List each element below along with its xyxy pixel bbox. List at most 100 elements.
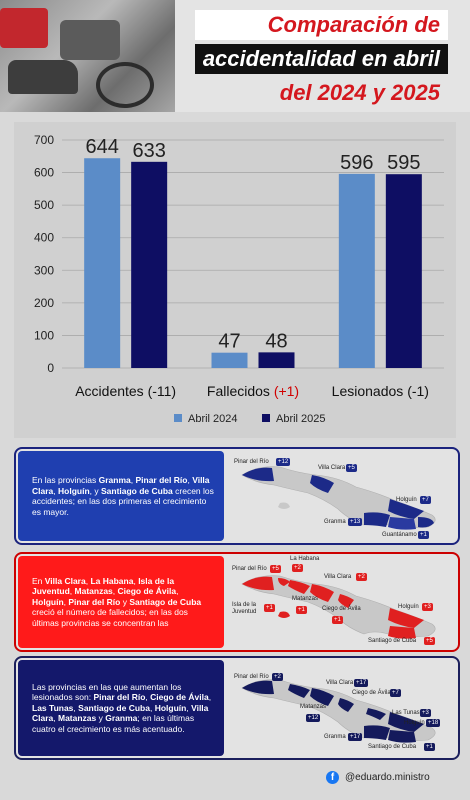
text-run: , y [89,485,101,496]
text-run: Holguín [154,702,187,713]
map-label: Isla de la Juventud [232,602,257,615]
title-line-3: del 2024 y 2025 [279,80,440,105]
category-name: Accidentes [75,383,147,399]
text-run: Granma [98,475,131,485]
text-run: y [96,713,106,724]
map-label: Villa Clara [326,680,354,686]
text-run: Pinar del Río [93,692,146,703]
text-run: Holguín [32,596,64,607]
header: Comparación de accidentalidad en abril d… [0,0,470,112]
cuba-island [241,466,436,528]
text-run: Santiago de Cuba [78,702,150,713]
region-ciego [338,698,354,712]
text-run: En [32,575,45,586]
text-run: Santiago de Cuba [100,485,173,496]
text-run: Ciego de Ávila [117,586,177,597]
map-badge: +3 [422,603,433,611]
text-run: , [69,586,75,597]
map-label: La Habana [290,556,320,562]
map-label: Pinar del Río [232,566,267,572]
category-delta: (-1) [407,383,429,399]
text-run: Villa Clara [32,475,210,496]
injured-panel: Las provincias en las que aumentan los l… [14,656,460,760]
region-villaclara [310,475,334,493]
region-pinar [242,467,274,482]
legend-swatch [174,414,182,422]
facebook-icon[interactable]: f [326,771,339,784]
text-run: , [53,485,58,496]
map-badge: +1 [332,616,343,624]
map-badge: +5 [270,565,281,573]
map-label: Matanzas [300,704,327,710]
data-label: 644 [85,136,118,158]
legend-label: Abril 2024 [188,413,238,425]
text-run: , [85,575,91,586]
region-santiago [388,730,416,743]
accidents-text: En las provincias Granma, Pinar del Río,… [18,451,224,541]
map-badge: +1 [264,604,275,612]
category-delta: (-11) [148,383,177,399]
map-label: Holguín [404,720,425,726]
map-label: Villa Clara [324,574,352,580]
social-handle[interactable]: @eduardo.ministro [345,772,430,783]
map-badge: +17 [348,733,363,741]
category-label: Accidentes (-11) [75,383,176,399]
cuba-island [241,679,436,741]
text-run: , [112,586,118,597]
map-badge: +12 [276,458,291,466]
text-run: Ciego de Ávila [150,692,209,703]
photo-truck [60,20,120,60]
map-label: Granma [324,734,346,740]
map-badge: +18 [426,719,441,727]
isla-juventud [278,611,290,618]
region-holguin [388,499,424,519]
region-matanzas [288,580,310,594]
cuba-map-1 [241,466,436,530]
text-run: Las Tunas [32,702,74,713]
text-run: ; en las últimas cuatro el crecimiento e… [32,713,195,734]
page-title: Comparación de accidentalidad en abril d… [194,10,448,112]
map-label: Santiago de Cuba [368,744,417,750]
text-run: Las provincias en las que aumentan los l… [32,681,182,703]
text-run: , [63,596,69,607]
map-label: Holguín [396,497,417,503]
text-run: y [120,596,130,607]
category-delta: (+1) [274,383,299,399]
y-tick-label: 700 [34,133,54,147]
category-label: Fallecidos (+1) [207,383,299,399]
region-habana [278,578,290,586]
title-line-2: accidentalidad en abril [194,44,448,74]
map-badge: +1 [418,531,429,539]
legend-label: Abril 2025 [276,413,326,425]
region-granma [364,512,390,527]
text-run: Santiago de Cuba [129,596,202,607]
bar [338,173,375,368]
text-run: Holguín [58,485,90,496]
y-tick-label: 300 [34,263,54,277]
data-label: 633 [132,140,165,162]
injured-text-body: Las provincias en las que aumentan los l… [32,682,214,735]
map-badge: +7 [390,689,401,697]
bar [258,352,295,368]
accidents-map: Pinar del Río +12 Villa Clara +5 Holguín… [228,449,458,543]
text-run: Granma [105,713,138,724]
map-badge: +5 [424,637,435,645]
map-badge: +7 [420,496,431,504]
bar-chart: 0 100 200 300 400 500 600 700 644 633 Accidentes (… [34,133,444,425]
data-label: 596 [340,152,373,174]
category-name: Lesionados [332,383,408,399]
y-tick-label: 100 [34,328,54,342]
bar [385,174,422,368]
map-label: Ciego de Ávila [322,606,361,612]
data-label: 48 [265,330,287,352]
text-run: Matanzas [74,586,113,597]
y-tick-label: 0 [47,361,54,375]
map-badge: +2 [272,673,283,681]
map-label: Matanzas [292,596,319,602]
map-badge: +13 [348,518,363,526]
text-run: Matanzas [58,713,97,724]
deaths-text: En Villa Clara, La Habana, Isla de la Ju… [18,556,224,648]
bar [131,161,168,368]
text-run: Villa Clara [32,702,209,724]
region-santiago [388,626,416,639]
